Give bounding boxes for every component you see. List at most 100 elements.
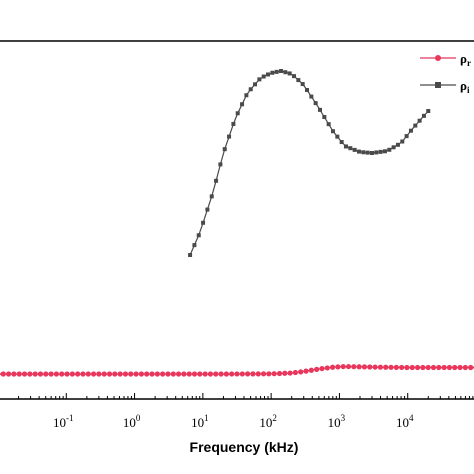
legend-item-i: ρi: [420, 78, 470, 95]
series-i: [188, 69, 431, 257]
series-i-point: [339, 140, 344, 145]
series-r-point: [452, 364, 458, 371]
series-i-point: [404, 134, 409, 139]
series-i-point: [348, 146, 353, 151]
series-r-point: [207, 371, 214, 377]
series-r-point: [335, 364, 341, 370]
series-i-point: [400, 139, 405, 144]
series-r-point: [101, 371, 107, 377]
series-r-point: [112, 371, 118, 377]
series-r-point: [383, 364, 389, 370]
series-i-point: [240, 102, 245, 107]
series-r-point: [0, 372, 1, 376]
x-tick-label: 100: [123, 413, 141, 430]
series-r-point: [149, 371, 155, 377]
series-i-point: [309, 94, 314, 99]
series-i-point: [387, 147, 392, 152]
series-r-point: [170, 371, 176, 377]
series-r-point: [430, 364, 437, 371]
legend-marker-r: [435, 55, 441, 61]
series-r-point: [0, 371, 6, 377]
series-r-point: [80, 371, 86, 377]
series-r-point: [197, 371, 203, 377]
series-r-point: [462, 364, 468, 371]
series-r-point: [239, 371, 245, 377]
series-r-point: [287, 370, 293, 376]
series-i-line: [189, 70, 429, 256]
series-i-point: [266, 72, 271, 77]
series-i-point: [205, 207, 210, 212]
series-i-point: [279, 69, 284, 74]
series-r-point: [218, 371, 224, 377]
series-r-point: [16, 371, 22, 377]
series-r-point: [154, 371, 160, 377]
plot-area: [0, 40, 474, 400]
series-r-point: [282, 370, 288, 376]
series-r-point: [260, 371, 267, 377]
series-i-point: [300, 82, 305, 87]
series-i-point: [318, 107, 323, 112]
series-r-point: [377, 364, 383, 370]
series-i-point: [244, 93, 249, 98]
series-i-point: [356, 149, 361, 154]
series-r-point: [303, 368, 309, 374]
series-r-point: [314, 366, 320, 372]
series-i-point: [330, 129, 335, 134]
series-r-point: [213, 371, 219, 377]
series-r-point: [276, 370, 283, 377]
series-r-point: [330, 364, 336, 370]
legend-item-r: ρr: [420, 51, 471, 68]
series-i-point: [235, 111, 240, 116]
series-r-point: [43, 371, 49, 377]
series-i-point: [313, 101, 318, 106]
series-r-point: [122, 371, 129, 377]
series-i-point: [369, 150, 374, 155]
series-r-point: [324, 365, 330, 371]
series-r-point: [117, 371, 123, 377]
x-tick-label: 10-1: [53, 413, 74, 430]
series-i-point: [421, 113, 426, 118]
series-i-point: [209, 194, 214, 199]
series-i-point: [326, 122, 331, 127]
series-r-point: [393, 364, 399, 370]
x-tick-label: 102: [259, 413, 277, 430]
series-r-point: [292, 369, 299, 376]
series-r-point: [372, 364, 378, 370]
series-r-point: [308, 367, 314, 373]
series-r-point: [234, 371, 240, 377]
series-i-point: [292, 74, 297, 79]
x-axis-title: Frequency (kHz): [190, 439, 299, 455]
series-r-point: [271, 371, 277, 377]
series-i-point: [253, 82, 258, 87]
series-r-point: [367, 364, 373, 370]
series-r-point: [48, 371, 54, 377]
series-r-point: [202, 371, 208, 377]
x-tick-label: 103: [328, 413, 346, 430]
series-r-point: [11, 371, 17, 377]
series-r-point: [64, 371, 70, 377]
series-r-point: [229, 371, 235, 377]
series-r-point: [340, 363, 346, 370]
series-r-point: [144, 371, 150, 377]
series-r-point: [160, 371, 166, 377]
series-r-point: [441, 364, 447, 371]
series-i-point: [382, 149, 387, 154]
series-i-point: [296, 78, 301, 83]
series-i-point: [395, 142, 400, 147]
series-r-point: [446, 364, 453, 371]
series-i-point: [361, 150, 366, 155]
series-i-point: [257, 77, 262, 82]
series-i-point: [391, 145, 396, 150]
series-i-point: [192, 243, 197, 248]
series-i-point: [352, 147, 357, 152]
series-r-point: [175, 371, 182, 377]
series-i-point: [188, 253, 193, 257]
x-tick-label: 101: [191, 413, 209, 430]
series-i-point: [374, 150, 379, 155]
series-r-point: [21, 371, 28, 377]
series-r-point: [245, 371, 251, 377]
series-i-point: [214, 178, 219, 183]
series-i-point: [222, 147, 227, 152]
series-r-point: [255, 371, 261, 377]
series-i-point: [365, 150, 370, 155]
